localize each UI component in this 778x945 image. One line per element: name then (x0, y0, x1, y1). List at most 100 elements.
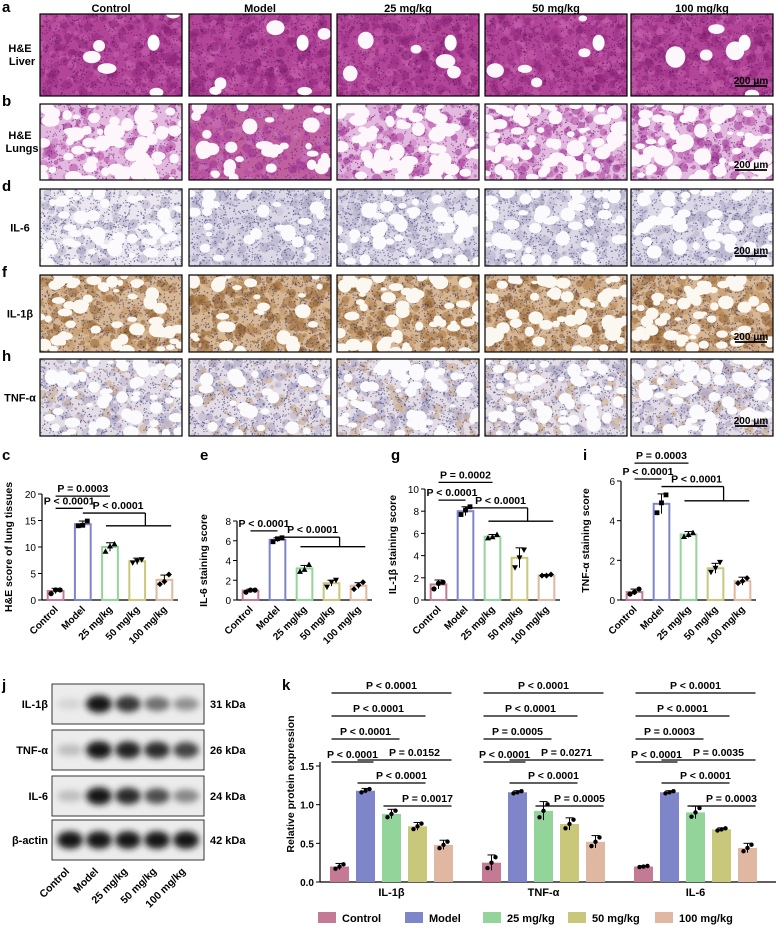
nucleus (520, 31, 522, 33)
nucleus (219, 32, 221, 34)
nucleus (167, 62, 169, 64)
nucleus (373, 67, 376, 69)
nucleus (257, 73, 259, 75)
nucleus (530, 65, 532, 67)
nucleus (667, 31, 669, 33)
nucleus (646, 15, 649, 17)
nucleus (694, 55, 696, 57)
nucleus (407, 81, 409, 83)
nucleus (150, 53, 152, 56)
nucleus (659, 34, 661, 37)
nucleus (106, 57, 108, 59)
nucleus (700, 37, 702, 39)
nucleus (669, 71, 671, 73)
nucleus (356, 91, 358, 93)
nucleus (208, 25, 210, 27)
nucleus (381, 35, 383, 38)
nucleus (411, 26, 413, 28)
tissue-blob (231, 90, 237, 95)
nucleus (524, 31, 526, 33)
nucleus (71, 75, 74, 77)
nucleus (395, 29, 397, 31)
nucleus (619, 43, 621, 45)
nucleus (393, 52, 395, 54)
nucleus (137, 19, 139, 21)
nucleus (762, 59, 765, 62)
tissue-blob (411, 18, 418, 24)
nucleus (74, 90, 76, 92)
nucleus (306, 54, 309, 56)
nucleus (49, 38, 51, 40)
nucleus (657, 65, 659, 67)
nucleus (352, 56, 354, 58)
nucleus (544, 48, 546, 50)
nucleus (661, 73, 663, 75)
nucleus (576, 72, 578, 74)
nucleus (701, 21, 703, 23)
nucleus (132, 51, 134, 53)
nucleus (659, 39, 661, 41)
nucleus (727, 25, 729, 27)
tissue-blob (469, 17, 479, 27)
nucleus (248, 92, 250, 95)
nucleus (615, 16, 617, 19)
nucleus (129, 70, 131, 72)
nucleus (446, 23, 448, 25)
nucleus (349, 30, 351, 32)
nucleus (686, 64, 688, 66)
nucleus (239, 62, 242, 64)
nucleus (206, 73, 208, 75)
tissue-blob (420, 51, 429, 61)
nucleus (594, 53, 596, 56)
tissue-blob (684, 36, 691, 43)
nucleus (249, 45, 252, 48)
nucleus (266, 20, 269, 22)
nucleus (375, 86, 377, 88)
nucleus (261, 74, 263, 76)
nucleus (241, 55, 244, 57)
nucleus (179, 94, 181, 96)
nucleus (514, 84, 516, 86)
nucleus (510, 92, 512, 95)
nucleus (344, 16, 346, 18)
nucleus (158, 25, 160, 27)
nucleus (561, 47, 563, 49)
nucleus (409, 83, 411, 85)
tissue-blob (275, 77, 285, 87)
nucleus (582, 23, 584, 25)
panel-letter-a: a (2, 0, 11, 16)
nucleus (245, 14, 247, 16)
nucleus (671, 92, 673, 94)
nucleus (321, 66, 323, 68)
nucleus (294, 60, 296, 62)
nucleus (319, 50, 321, 53)
tissue-blob (727, 29, 733, 35)
nucleus (684, 44, 686, 46)
nucleus (274, 90, 276, 92)
nucleus (697, 66, 699, 68)
nucleus (160, 84, 162, 86)
nucleus (573, 48, 575, 50)
nucleus (89, 39, 91, 41)
nucleus (646, 31, 649, 33)
nucleus (465, 69, 468, 71)
nucleus (615, 72, 618, 74)
nucleus (267, 21, 270, 23)
nucleus (671, 41, 674, 43)
nucleus (123, 53, 125, 55)
nucleus (323, 59, 325, 61)
tissue-blob (693, 34, 697, 38)
nucleus (429, 90, 431, 92)
nucleus (409, 16, 411, 18)
nucleus (687, 76, 689, 79)
nucleus (555, 39, 557, 41)
nucleus (162, 53, 164, 55)
nucleus (391, 35, 393, 37)
nucleus (251, 34, 253, 36)
nucleus (683, 23, 685, 25)
nucleus (305, 82, 308, 84)
nucleus (721, 46, 724, 48)
tissue-blob (612, 29, 623, 40)
nucleus (619, 39, 621, 42)
nucleus (592, 26, 595, 28)
